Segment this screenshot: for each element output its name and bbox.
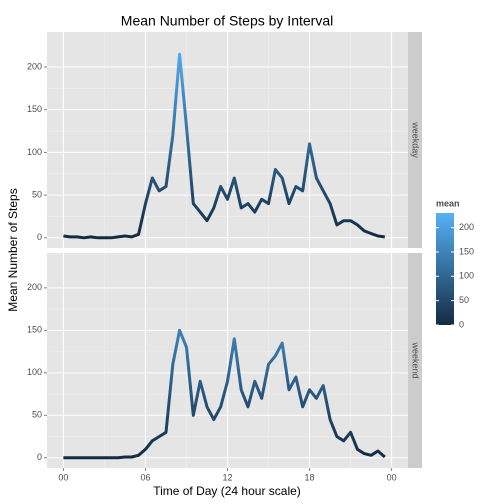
y-tick-label: 150 [27,325,42,335]
facet-label: weekend [411,341,421,378]
data-line [63,328,386,460]
y-tick-label: 50 [32,189,42,199]
legend-label: 50 [459,295,469,305]
data-line [63,52,385,240]
color-bar [436,213,454,325]
facet-label: weekday [411,121,421,158]
y-tick-label: 100 [27,147,42,157]
legend-label: 0 [459,319,464,329]
x-tick-label: 18 [305,472,315,482]
y-tick-label: 0 [37,232,42,242]
y-axis-label: Mean Number of Steps [6,188,20,311]
legend-label: 100 [459,271,474,281]
y-tick-label: 100 [27,367,42,377]
x-tick-label: 06 [140,472,150,482]
y-tick-label: 150 [27,104,42,114]
facet-strip [408,32,422,248]
y-tick-label: 200 [27,282,42,292]
x-tick-label: 00 [387,472,397,482]
legend-label: 150 [459,246,474,256]
y-tick-label: 200 [27,61,42,71]
legend-title: mean [436,198,460,208]
x-tick-label: 12 [222,472,232,482]
x-tick-label: 00 [58,472,68,482]
y-tick-label: 50 [32,410,42,420]
facet-strip [408,253,422,468]
x-axis-label: Time of Day (24 hour scale) [153,484,301,498]
y-tick-label: 0 [37,452,42,462]
legend-label: 200 [459,222,474,232]
chart-title: Mean Number of Steps by Interval [121,13,333,29]
